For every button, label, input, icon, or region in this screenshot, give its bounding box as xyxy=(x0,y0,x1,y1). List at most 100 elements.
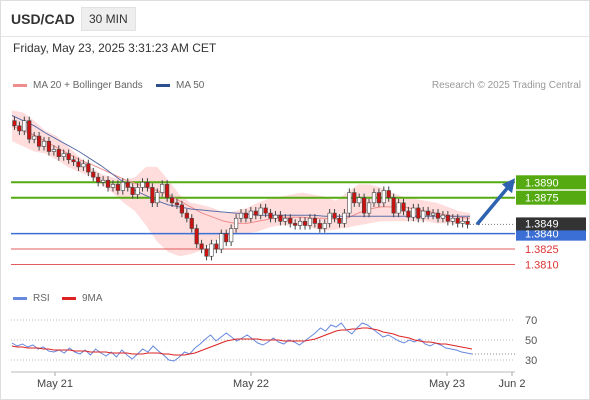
candle xyxy=(430,209,436,220)
level-label-1.3890: 1.3890 xyxy=(525,177,559,189)
candle xyxy=(297,217,303,230)
candle xyxy=(366,198,372,218)
candle-body xyxy=(396,202,401,214)
candle xyxy=(145,178,150,192)
candle-body xyxy=(66,153,71,161)
candle-body xyxy=(56,149,61,157)
candle xyxy=(371,188,377,207)
candle-body xyxy=(288,217,293,224)
rsi-tick-50: 50 xyxy=(525,335,537,347)
candle-body xyxy=(268,212,273,219)
level-label-1.3810: 1.3810 xyxy=(525,259,559,271)
candle-body xyxy=(238,212,244,219)
candle-body xyxy=(194,228,199,245)
candle xyxy=(352,188,357,207)
candle-body xyxy=(76,161,81,168)
candle xyxy=(283,214,288,226)
legend-ma20: MA 20 + Bollinger Bands xyxy=(13,80,143,91)
candle-body xyxy=(445,214,450,222)
candle xyxy=(278,211,283,226)
candle-body xyxy=(312,217,317,224)
candle xyxy=(450,214,455,226)
level-label-1.3840: 1.3840 xyxy=(525,229,559,241)
candle xyxy=(273,211,278,223)
candle xyxy=(391,193,396,218)
legend-rsi: RSI xyxy=(13,293,50,304)
candle xyxy=(32,131,37,144)
level-label-1.3875: 1.3875 xyxy=(525,193,559,205)
candle xyxy=(302,217,308,230)
candle xyxy=(71,155,76,166)
candle xyxy=(120,178,125,195)
candle xyxy=(140,178,145,192)
candle-body xyxy=(357,197,362,204)
forecast-arrow xyxy=(475,186,510,226)
candle xyxy=(307,214,313,230)
candle-body xyxy=(96,176,101,183)
candle-body xyxy=(150,187,155,204)
candle xyxy=(155,188,160,207)
candle-body xyxy=(91,171,96,178)
candle xyxy=(406,206,411,222)
candle xyxy=(160,180,165,197)
candle xyxy=(214,239,219,254)
candle-body xyxy=(435,212,441,219)
candle xyxy=(445,211,450,226)
candle-body xyxy=(135,187,140,195)
candle-body xyxy=(342,212,347,224)
candle xyxy=(426,206,431,220)
timeframe-badge[interactable]: 30 MIN xyxy=(81,7,136,31)
candle xyxy=(357,193,362,207)
candle-body xyxy=(455,217,460,224)
candle xyxy=(130,183,135,199)
candle-body xyxy=(307,217,313,226)
candle xyxy=(105,176,111,192)
candle-body xyxy=(189,217,194,229)
candle xyxy=(253,206,258,220)
candle-body xyxy=(293,223,298,226)
legend-ma20-label: MA 20 + Bollinger Bands xyxy=(33,80,143,91)
current-price-label: 1.3849 xyxy=(525,218,559,230)
candle-body xyxy=(283,217,288,222)
candle xyxy=(327,209,332,228)
candle-body xyxy=(184,212,189,219)
candle-body xyxy=(243,212,249,219)
rsi-swatch xyxy=(13,296,27,300)
rsi-line xyxy=(11,322,473,362)
candle xyxy=(96,173,101,187)
candle xyxy=(27,116,32,144)
candle xyxy=(229,224,234,246)
x-label-may-22: May 22 xyxy=(233,378,269,390)
candle-body xyxy=(41,140,47,147)
candle xyxy=(91,167,96,182)
candle xyxy=(125,178,130,192)
candle-body xyxy=(258,207,263,216)
candle-body xyxy=(27,120,32,140)
candle xyxy=(396,198,401,218)
candle xyxy=(440,211,446,223)
candle-body xyxy=(36,135,42,147)
legend-rsi-label: RSI xyxy=(33,293,50,304)
candle-body xyxy=(125,181,130,188)
candle xyxy=(81,159,86,171)
candle-body xyxy=(297,221,303,226)
candle xyxy=(342,209,347,228)
current-price-tag xyxy=(516,217,586,231)
candle xyxy=(435,209,441,223)
candle xyxy=(101,176,106,187)
candle xyxy=(189,214,194,233)
candle-body xyxy=(209,243,214,257)
candle-body xyxy=(130,187,135,195)
candle xyxy=(219,229,224,254)
candle xyxy=(17,121,22,136)
candle-body xyxy=(263,207,268,214)
rsi-tick-70: 70 xyxy=(525,315,537,327)
candle xyxy=(362,193,367,218)
candle xyxy=(209,239,214,261)
candle xyxy=(465,217,470,229)
candle-body xyxy=(155,192,160,204)
candle-body xyxy=(32,135,37,140)
x-label-may-23: May 23 xyxy=(429,378,465,390)
candle-body xyxy=(165,184,170,199)
